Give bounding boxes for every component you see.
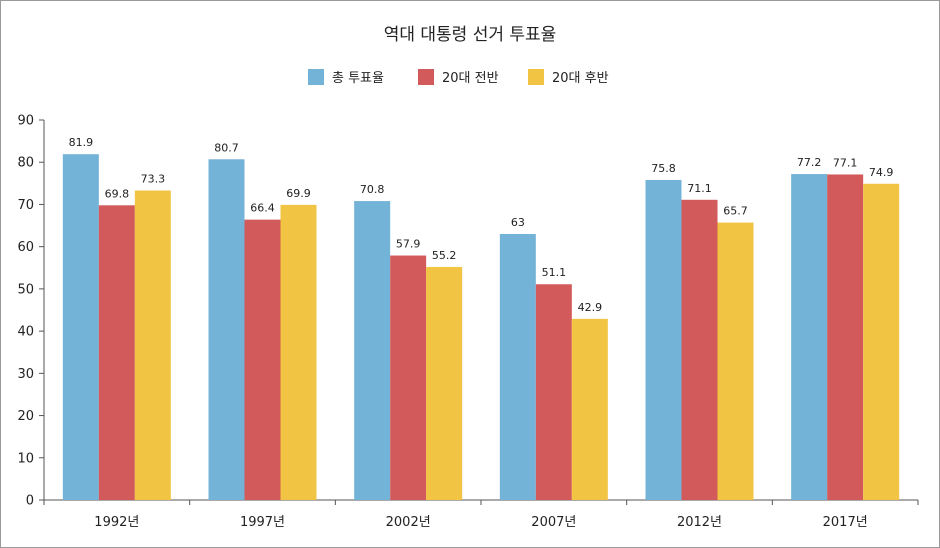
x-tick-label: 2002년 [386,515,431,530]
legend-label-2: 20대 전반 [442,71,499,86]
data-label: 42.9 [578,301,603,314]
data-label: 73.3 [141,173,166,186]
y-tick-label: 80 [17,156,34,171]
bar-3-6 [863,183,900,500]
x-tick-label: 1992년 [94,515,139,530]
bar-3-3 [426,266,463,500]
x-tick-label: 2017년 [823,515,868,530]
data-label: 69.9 [286,187,311,200]
y-tick-label: 30 [17,367,34,382]
bar-2-2 [244,219,281,500]
x-tick-label: 2007년 [531,515,576,530]
bar-3-5 [717,222,754,500]
bar-2-1 [98,205,135,501]
y-tick-label: 10 [17,451,34,466]
x-axis: 1992년 1997년 2002년 2007년 2012년 2017년 [43,499,919,530]
legend-swatch-2 [418,69,434,85]
chart-title: 역대 대통령 선거 투표율 [384,25,557,45]
data-label: 77.1 [833,156,858,169]
data-label: 65.7 [723,205,748,218]
bar-2-4 [535,284,572,500]
x-tick-label: 1997년 [240,515,285,530]
data-label: 80.7 [214,141,239,154]
bar-1-6 [791,174,828,501]
data-label: 66.4 [250,202,275,215]
data-label: 51.1 [542,266,567,279]
legend-swatch-1 [308,69,324,85]
data-labels: 81.9 69.8 73.3 80.7 66.4 69.9 70.8 57.9 55.2 63 51… [69,136,894,314]
legend-swatch-3 [528,69,544,85]
bar-2-3 [390,255,427,500]
y-tick-label: 20 [17,409,34,424]
bar-1-1 [62,154,99,500]
data-label: 81.9 [69,136,94,149]
bar-2-5 [681,199,718,501]
bar-1-3 [354,201,391,501]
bars [62,154,900,501]
y-tick-label: 90 [17,114,34,129]
legend-label-3: 20대 후반 [552,71,609,86]
y-tick-label: 0 [26,494,34,509]
data-label: 70.8 [360,183,385,196]
data-label: 75.8 [651,162,676,175]
data-label: 69.8 [105,187,130,200]
data-label: 55.2 [432,249,457,262]
data-label: 77.2 [797,156,822,169]
bar-3-2 [280,204,317,500]
bar-1-4 [499,234,536,500]
bar-1-5 [645,179,682,500]
y-tick-label: 50 [17,282,34,297]
data-label: 63 [511,216,525,229]
y-tick-label: 60 [17,240,34,255]
y-tick-label: 70 [17,198,34,213]
bar-1-2 [208,159,245,500]
x-tick-label: 2012년 [677,515,722,530]
bar-3-4 [571,318,608,500]
data-label: 74.9 [869,166,894,179]
legend-label-1: 총 투표율 [332,71,384,86]
legend: 총 투표율 20대 전반 20대 후반 [308,69,609,86]
data-label: 57.9 [396,238,421,251]
data-label: 71.1 [687,182,712,195]
y-axis: 0 10 20 30 40 50 60 70 80 90 [17,114,45,509]
bar-2-6 [827,174,864,500]
bar-3-1 [134,190,171,500]
y-tick-label: 40 [17,325,34,340]
